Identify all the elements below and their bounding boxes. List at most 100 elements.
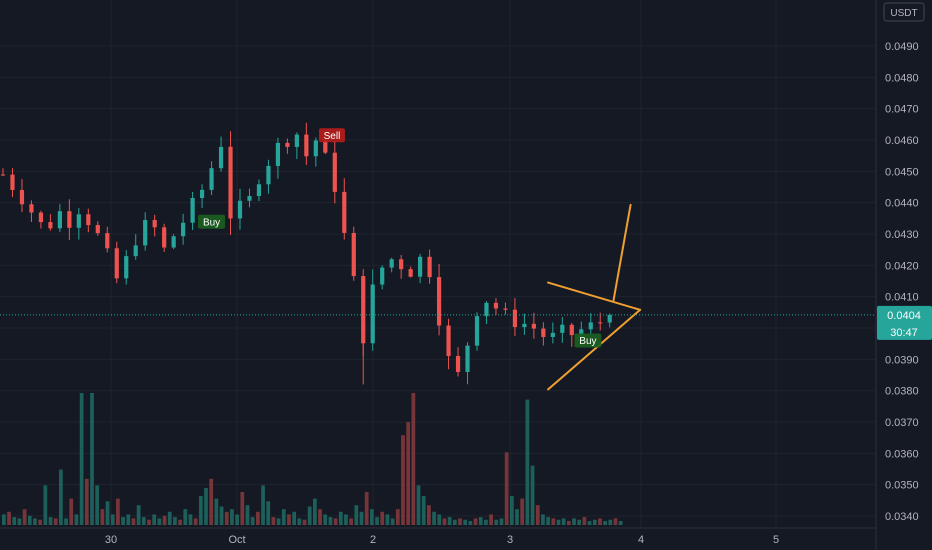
- volume-bar: [22, 509, 27, 525]
- candle: [162, 223, 167, 252]
- volume-bar: [484, 519, 488, 525]
- volume-bar: [359, 511, 364, 525]
- volume-bars: [2, 393, 623, 525]
- candle: [76, 208, 81, 240]
- trendline[interactable]: [547, 308, 642, 391]
- candle: [550, 322, 555, 344]
- volume-bar: [313, 498, 317, 525]
- candle: [541, 322, 546, 346]
- x-tick-label: 5: [773, 534, 779, 546]
- candle-body: [370, 284, 375, 344]
- volume-bar: [59, 469, 63, 525]
- volume-bar: [437, 514, 442, 525]
- candle-body: [218, 146, 224, 169]
- candle-body: [342, 191, 347, 233]
- volume-bar: [250, 517, 255, 525]
- candle: [114, 241, 119, 284]
- sell-signal-bg: [318, 128, 345, 143]
- buy-signal: Buy: [574, 333, 602, 348]
- volume-bar: [566, 521, 571, 525]
- candle-body: [76, 214, 81, 228]
- volume-bar: [473, 518, 478, 525]
- y-tick-label: 0.0450: [885, 166, 919, 178]
- candle-body: [67, 211, 72, 228]
- volume-bar: [598, 518, 602, 525]
- volume-bar: [255, 511, 260, 525]
- volume-bar: [157, 518, 162, 525]
- candle: [474, 312, 480, 351]
- candle-body: [332, 152, 337, 192]
- y-tick-label: 0.0410: [885, 292, 919, 304]
- candle-body: [19, 190, 25, 205]
- volume-bar: [447, 517, 452, 525]
- volume-bar: [302, 519, 307, 525]
- volume-bar: [561, 518, 566, 525]
- y-tick-label: 0.0380: [885, 386, 919, 398]
- volume-bar: [230, 509, 234, 525]
- candle-body: [29, 204, 34, 213]
- y-tick-label: 0.0370: [885, 417, 919, 429]
- volume-bar: [95, 485, 100, 525]
- volume-bar: [33, 518, 37, 525]
- candle: [380, 265, 385, 290]
- buy-signal-label: Buy: [579, 336, 596, 347]
- volume-bar: [463, 519, 468, 525]
- candle: [294, 132, 299, 160]
- candle-body: [560, 324, 565, 333]
- candle: [57, 204, 62, 232]
- volume-bar: [173, 517, 177, 525]
- time-axis[interactable]: 30 Oct 2 3 4 5: [0, 527, 876, 546]
- volume-bar: [292, 511, 296, 525]
- sell-signal: Sell: [318, 128, 345, 143]
- y-tick-label: 0.0390: [885, 354, 919, 366]
- candle: [171, 234, 176, 250]
- candle-body: [152, 219, 157, 228]
- x-tick-label: 4: [638, 534, 644, 546]
- candle: [218, 136, 224, 172]
- candle: [560, 316, 565, 343]
- candle-body: [114, 248, 119, 279]
- y-tick-label: 0.0440: [885, 198, 919, 210]
- candle: [418, 253, 423, 284]
- trendline[interactable]: [547, 281, 642, 311]
- candle: [95, 221, 100, 236]
- candle: [493, 298, 499, 315]
- candle: [512, 298, 518, 337]
- candle-body: [408, 269, 413, 277]
- trendline[interactable]: [612, 203, 632, 302]
- currency-badge[interactable]: USDT: [883, 2, 925, 22]
- candle-body: [275, 142, 281, 166]
- candle-body: [304, 134, 309, 157]
- candle-body: [503, 308, 508, 310]
- candle: [19, 178, 25, 213]
- candle-body: [455, 355, 461, 372]
- volume-bar: [390, 518, 395, 525]
- candle-body: [313, 140, 318, 157]
- volume-bar: [219, 506, 224, 525]
- candle: [503, 302, 508, 315]
- candle: [266, 159, 271, 194]
- volume-bar: [147, 519, 151, 525]
- buy-signal: Buy: [198, 214, 226, 229]
- candle-body: [190, 197, 195, 223]
- candle: [399, 254, 404, 279]
- volume-bar: [551, 518, 556, 525]
- candle: [0, 168, 6, 176]
- volume-bar: [136, 505, 141, 525]
- candle-body: [380, 267, 385, 285]
- volume-bar: [266, 501, 271, 525]
- candle-body: [285, 142, 290, 147]
- candle-body: [493, 302, 499, 309]
- volume-bar: [167, 511, 172, 525]
- x-tick-label: Oct: [228, 534, 245, 546]
- candle: [484, 301, 489, 325]
- volume-bar: [380, 511, 385, 525]
- candle-body: [446, 325, 451, 356]
- volume-bar: [209, 478, 214, 525]
- volume-bar: [48, 517, 53, 525]
- volume-bar: [427, 505, 431, 525]
- volume-bar: [162, 515, 167, 525]
- volume-bar: [478, 517, 483, 525]
- volume-bar: [587, 521, 592, 525]
